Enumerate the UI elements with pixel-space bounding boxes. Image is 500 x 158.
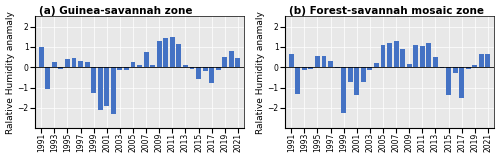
Bar [150,65,155,67]
Bar [380,45,386,67]
Bar [440,67,444,68]
Bar [486,54,490,67]
Bar [479,54,484,67]
Text: (a) Guinea-savannah zone: (a) Guinea-savannah zone [39,6,192,15]
Bar [426,43,432,67]
Bar [111,67,116,114]
Bar [407,64,412,67]
Bar [164,38,168,67]
Bar [84,62,89,67]
Bar [118,67,122,70]
Bar [322,56,326,67]
Bar [157,41,162,67]
Bar [452,67,458,73]
Bar [296,67,300,94]
Bar [52,62,57,67]
Bar [308,67,314,69]
Bar [348,67,352,82]
Bar [472,65,477,67]
Bar [446,67,451,95]
Bar [124,67,129,70]
Bar [202,67,207,71]
Bar [72,58,76,67]
Bar [170,37,175,67]
Y-axis label: Ralative Humidity anamaly: Ralative Humidity anamaly [256,11,264,134]
Bar [315,56,320,67]
Bar [130,62,136,67]
Bar [209,67,214,83]
Bar [190,67,194,69]
Bar [302,67,307,70]
Bar [216,67,220,70]
Bar [229,51,234,67]
Bar [466,67,470,69]
Bar [420,46,425,67]
Bar [341,67,346,113]
Bar [58,67,64,69]
Bar [334,67,340,68]
Bar [78,61,83,67]
Bar [387,43,392,67]
Bar [361,67,366,82]
Bar [433,57,438,67]
Bar [374,63,379,67]
Bar [236,58,240,67]
Bar [104,67,110,106]
Bar [176,44,182,67]
Bar [196,67,201,79]
Bar [222,57,227,67]
Bar [144,52,148,67]
Bar [328,61,333,67]
Bar [65,59,70,67]
Bar [98,67,102,110]
Bar [91,67,96,93]
Bar [39,47,44,67]
Bar [394,41,398,67]
Bar [354,67,360,95]
Bar [414,45,418,67]
Bar [46,67,51,88]
Bar [289,54,294,67]
Y-axis label: Ralative Humidity anamaly: Ralative Humidity anamaly [6,11,15,134]
Bar [183,65,188,67]
Text: (b) Forest-savannah mosaic zone: (b) Forest-savannah mosaic zone [289,6,484,15]
Bar [400,49,405,67]
Bar [137,65,142,67]
Bar [368,67,372,70]
Bar [459,67,464,98]
